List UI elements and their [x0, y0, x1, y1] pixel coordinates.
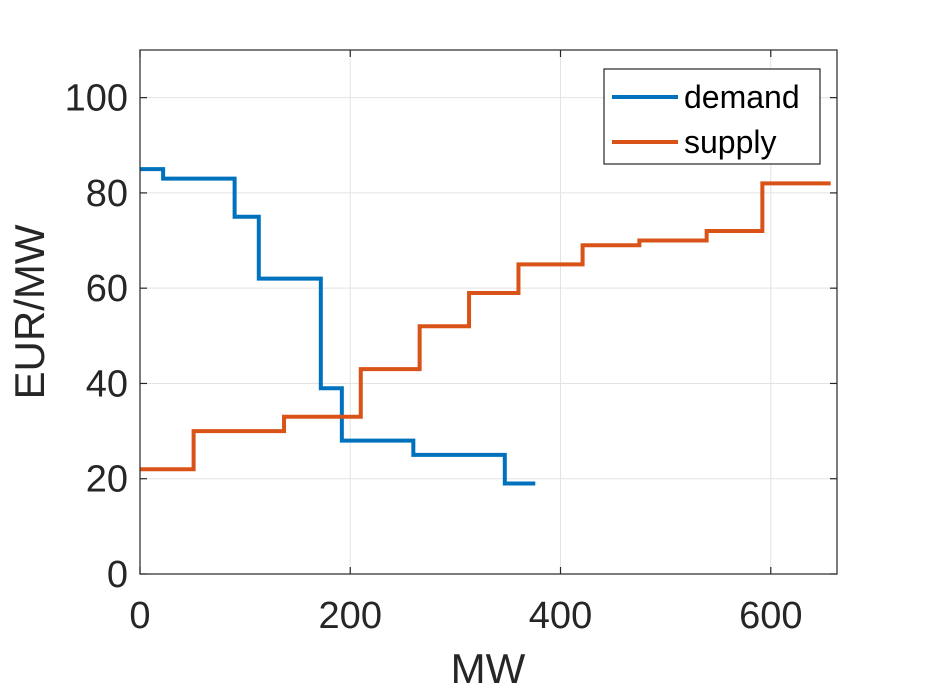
y-axis-label: EUR/MW — [6, 224, 53, 399]
x-tick-label: 400 — [529, 595, 592, 637]
legend-box — [603, 68, 821, 165]
series-demand-line — [140, 167, 536, 486]
x-tick-label: 200 — [319, 595, 382, 637]
x-tick-label: 600 — [739, 595, 802, 637]
series-supply-line — [140, 181, 831, 472]
x-tick-label: 0 — [129, 595, 150, 637]
tick-layer: 0 200 400 600 0 20 40 60 80 100 — [65, 50, 837, 637]
legend-supply-label: supply — [684, 124, 777, 160]
y-tick-label: 40 — [86, 363, 128, 405]
series-layer — [140, 167, 831, 486]
y-tick-label: 20 — [86, 459, 128, 501]
y-tick-label: 80 — [86, 173, 128, 215]
legend: demand supply — [603, 68, 821, 165]
y-tick-label: 100 — [65, 78, 128, 120]
legend-demand-label: demand — [684, 79, 800, 115]
plot-frame — [139, 49, 838, 575]
y-tick-label: 0 — [107, 554, 128, 596]
x-axis-label: MW — [451, 645, 526, 692]
y-tick-label: 60 — [86, 268, 128, 310]
